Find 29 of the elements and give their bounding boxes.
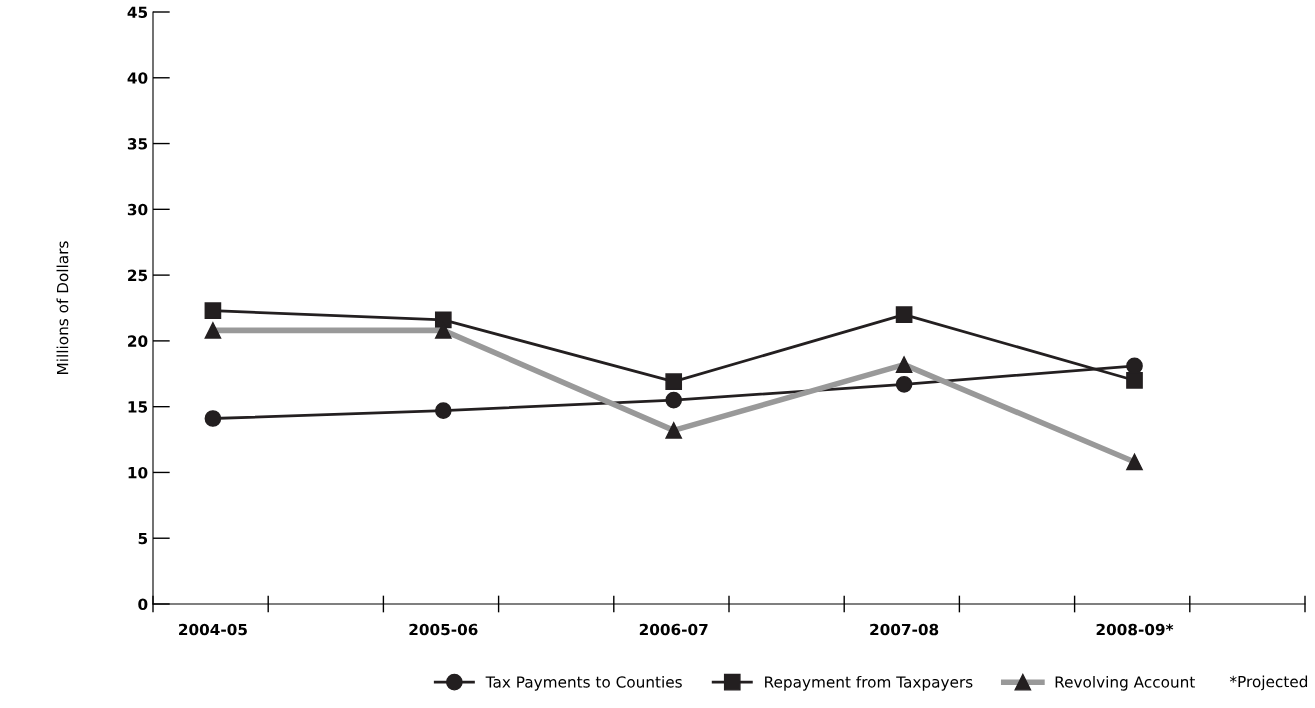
point xyxy=(204,410,222,427)
point xyxy=(204,302,222,319)
y-tick-label: 5 xyxy=(138,532,148,545)
x-tick-label: 2007-08 xyxy=(870,623,939,636)
legend-label: Repayment from Taxpayers xyxy=(765,675,973,691)
y-tick-label: 25 xyxy=(128,269,148,282)
y-tick-label: 35 xyxy=(127,138,148,150)
y-tick-label: 40 xyxy=(127,72,148,84)
point xyxy=(895,306,913,323)
point xyxy=(665,391,683,409)
x-tick-label: 2008-09* xyxy=(1096,623,1174,636)
point xyxy=(665,373,683,391)
x-tick-label: 2006-07 xyxy=(639,623,708,636)
point xyxy=(1126,372,1143,389)
legend-label: Tax Payments to Counties xyxy=(485,675,682,691)
y-axis-title: Millions of Dollars xyxy=(56,241,69,374)
x-tick-label: 2004-05 xyxy=(179,623,247,636)
y-tick-label: 10 xyxy=(128,466,148,479)
x-tick-label: 2005-06 xyxy=(409,623,478,636)
y-tick-label: 15 xyxy=(128,401,148,413)
y-tick-label: 30 xyxy=(127,203,148,216)
y-tick-label: 45 xyxy=(127,6,148,19)
y-tick-label: 0 xyxy=(138,598,148,611)
point xyxy=(895,375,913,393)
text: *Projected xyxy=(1229,675,1308,691)
point xyxy=(434,311,452,329)
legend-label: Revolving Account xyxy=(1055,675,1195,691)
point xyxy=(434,402,452,419)
y-tick-label: 20 xyxy=(128,335,148,347)
